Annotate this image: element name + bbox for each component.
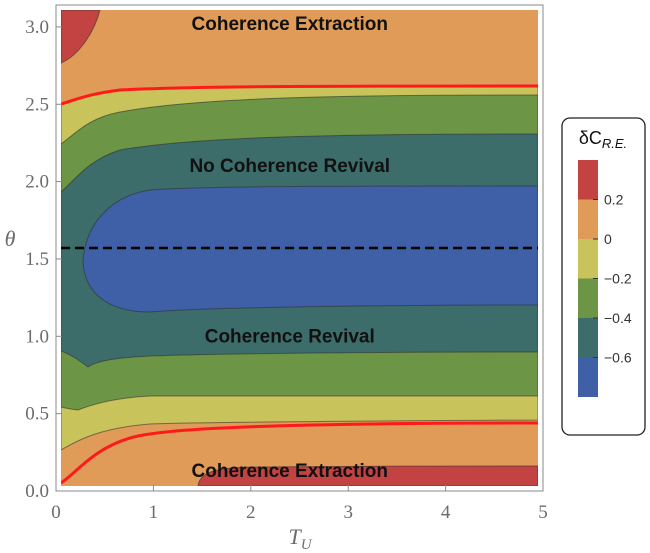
x-tick-label: 3 <box>343 502 353 523</box>
y-tick-label: 3.0 <box>25 17 49 38</box>
plot-area <box>61 10 538 486</box>
contour-band-above-0.2-bottom <box>197 465 538 486</box>
y-tick-label: 2.5 <box>25 94 49 115</box>
x-tick-label: 1 <box>149 502 159 523</box>
region-label: Coherence Extraction <box>192 14 388 35</box>
zero-contour-top <box>61 84 538 106</box>
legend: δCR.E. 0.2 0 −0.2 −0.4 −0.6 <box>561 117 646 436</box>
x-tick-label: 4 <box>441 502 451 523</box>
y-axis-label: θ <box>5 226 16 251</box>
region-label: No Coherence Revival <box>189 156 390 177</box>
y-tick-label: 1.0 <box>25 326 49 347</box>
x-tick-label: 0 <box>51 502 61 523</box>
legend-swatch <box>578 160 598 200</box>
legend-swatch <box>578 318 598 358</box>
x-tick-label: 2 <box>246 502 256 523</box>
y-tick-label: 0.5 <box>25 404 49 425</box>
x-axis-label-sub: U <box>301 537 313 553</box>
y-tick-label: 1.5 <box>25 249 49 270</box>
legend-title-main: δC <box>579 128 602 148</box>
region-label: Coherence Extraction <box>192 461 388 482</box>
contour-band-above-0.2-top <box>61 10 101 64</box>
legend-tick-label: −0.6 <box>604 350 632 366</box>
legend-title-sub: R.E. <box>602 136 627 151</box>
region-label: Coherence Revival <box>205 326 375 347</box>
y-tick-label: 0.0 <box>25 481 49 502</box>
zero-contour-bottom <box>61 421 538 485</box>
x-axis-label: TU <box>288 524 312 553</box>
region-labels: Coherence Extraction No Coherence Revival… <box>189 14 390 482</box>
x-axis-label-main: T <box>288 524 302 549</box>
y-tick-label: 2.0 <box>25 172 49 193</box>
legend-swatch <box>578 239 598 279</box>
legend-tick-label: 0.2 <box>604 192 624 208</box>
axes: 0 1 2 3 4 5 0.0 0.5 1.0 1.5 2.0 2.5 3.0 <box>25 17 548 523</box>
legend-swatch <box>578 357 598 397</box>
legend-swatch <box>578 199 598 239</box>
x-tick-label: 5 <box>538 502 548 523</box>
legend-tick-label: 0 <box>604 231 612 247</box>
legend-tick-label: −0.2 <box>604 271 632 287</box>
legend-swatch <box>578 278 598 318</box>
legend-title: δCR.E. <box>579 128 627 151</box>
legend-colorbar: 0.2 0 −0.2 −0.4 −0.6 <box>578 160 632 397</box>
contour-band-below-neg0.6 <box>82 185 538 313</box>
legend-tick-label: −0.4 <box>604 310 632 326</box>
plot-frame <box>55 4 544 492</box>
